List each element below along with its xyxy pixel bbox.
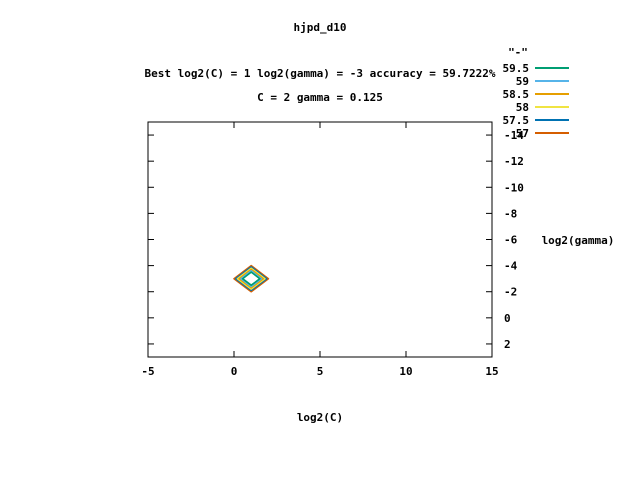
y-tick-label: -12 bbox=[504, 155, 524, 168]
y-tick-label: -2 bbox=[504, 286, 517, 299]
contour-57.5 bbox=[234, 266, 268, 292]
contour-58 bbox=[236, 267, 266, 290]
x-tick-label: 5 bbox=[317, 365, 324, 378]
x-axis: -5 0 5 10 15 bbox=[141, 122, 499, 378]
contour-lines bbox=[233, 264, 270, 293]
y-tick-label: -8 bbox=[504, 207, 517, 220]
legend-title: "-" bbox=[508, 46, 528, 59]
legend-label: 58 bbox=[516, 101, 529, 114]
contour-59.5 bbox=[241, 271, 261, 287]
contour-57 bbox=[233, 264, 270, 293]
y-axis: 2 0 -2 -4 -6 -8 -10 -12 -14 bbox=[148, 129, 524, 351]
y-axis-label: log2(gamma) bbox=[542, 234, 615, 247]
y-tick-label: 2 bbox=[504, 338, 511, 351]
x-tick-label: 15 bbox=[485, 365, 498, 378]
plot-frame bbox=[147, 121, 493, 358]
y-tick-label: -14 bbox=[504, 129, 524, 142]
legend-label: 59 bbox=[516, 75, 529, 88]
chart-title: hjpd_d10 bbox=[294, 21, 347, 34]
y-tick-label: -4 bbox=[504, 260, 518, 273]
legend-label: 59.5 bbox=[503, 62, 530, 75]
y-tick-label: 0 bbox=[504, 312, 511, 325]
chart-subtitle-params: C = 2 gamma = 0.125 bbox=[257, 91, 383, 104]
legend-label: 57.5 bbox=[503, 114, 530, 127]
x-tick-label: -5 bbox=[141, 365, 154, 378]
y-tick-label: -10 bbox=[504, 181, 524, 194]
contour-58.5 bbox=[238, 268, 265, 289]
contour-59 bbox=[240, 269, 263, 288]
legend-label: 58.5 bbox=[503, 88, 530, 101]
legend-label: 57 bbox=[516, 127, 529, 140]
x-tick-label: 10 bbox=[399, 365, 412, 378]
chart-subtitle-best: Best log2(C) = 1 log2(gamma) = -3 accura… bbox=[145, 67, 496, 80]
y-tick-label: -6 bbox=[504, 234, 518, 247]
x-axis-label: log2(C) bbox=[297, 411, 343, 424]
x-tick-label: 0 bbox=[231, 365, 238, 378]
